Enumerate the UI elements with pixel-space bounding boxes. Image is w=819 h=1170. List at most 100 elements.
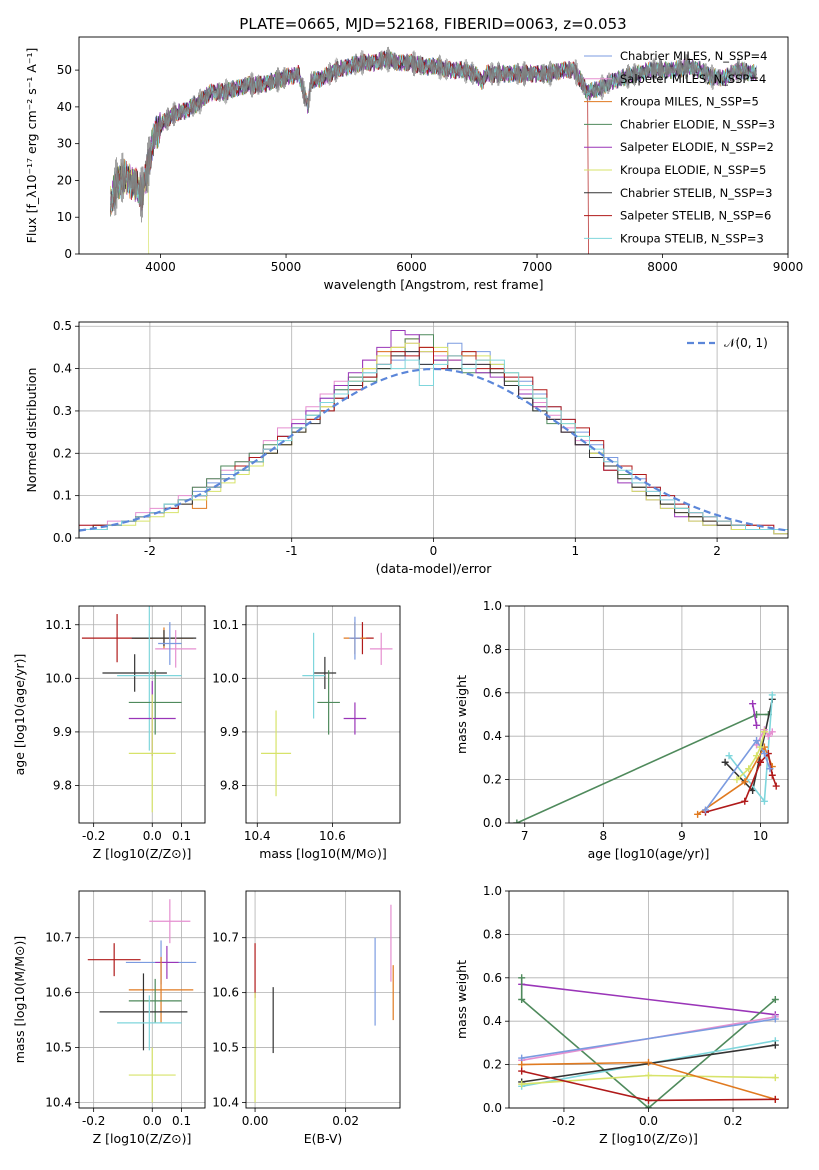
plus-marker — [645, 1071, 652, 1079]
plus-marker — [771, 996, 779, 1003]
x-tick-label: 9 — [678, 829, 686, 843]
mass-weight-line — [724, 699, 774, 793]
data-point-errorbar — [317, 670, 340, 735]
y-tick-label: 40 — [57, 100, 72, 114]
x-tick-label: 0.1 — [172, 1114, 191, 1128]
data-point-errorbar — [87, 943, 141, 977]
observed-spectrum-line — [110, 46, 757, 223]
mass-vs-extinction-panel: 0.00 0.02 10.4 10.5 10.6 10.7 E(B-V) — [212, 890, 401, 1146]
plus-marker — [771, 1041, 779, 1049]
y-tick-label: 9.8 — [53, 778, 72, 792]
residual-histogram-panel: -2 -1 0 1 2 0.0 0.1 0.2 0.3 0.4 0.5 (data-model)/er… — [24, 319, 789, 576]
plus-marker — [753, 752, 761, 760]
mass-weight-line — [755, 728, 773, 746]
plus-marker — [645, 1096, 652, 1104]
y-tick-label: 0.3 — [53, 404, 72, 418]
x-axis-label: Z [log10(Z/Z⊙)] — [93, 846, 192, 861]
plus-marker — [753, 737, 761, 745]
y-tick-label: 10.1 — [212, 618, 239, 632]
x-tick-label: 0.02 — [332, 1114, 359, 1128]
y-axis-label: age [log10(age/yr)] — [12, 654, 27, 776]
plus-marker — [518, 974, 526, 982]
x-tick-label: 1 — [571, 544, 579, 558]
y-tick-label: 10.0 — [45, 671, 72, 685]
y-tick-label: 0.6 — [483, 686, 502, 700]
data-point-errorbar — [313, 656, 337, 690]
plot-frame — [78, 890, 206, 1109]
mass-weight-line — [521, 983, 776, 1016]
plus-marker — [518, 1080, 526, 1088]
x-tick-label: 8 — [599, 829, 607, 843]
plus-marker — [741, 778, 749, 786]
data-point-errorbar — [369, 632, 393, 665]
plus-marker — [756, 743, 764, 751]
y-axis-label: mass [log10(M/M⊙)] — [12, 936, 27, 1064]
data-point-errorbar — [128, 670, 182, 735]
y-tick-label: 30 — [57, 137, 72, 151]
mass-weight-vs-age-panel: 7 8 9 10 0.0 0.2 0.4 0.6 0.8 1.0 age [log10(age/yr… — [454, 599, 789, 861]
x-tick-label: 0.0 — [143, 829, 162, 843]
plus-marker — [771, 1015, 779, 1023]
x-tick-label: -1 — [286, 544, 298, 558]
y-tick-label: 0.0 — [483, 1101, 502, 1115]
data-point-errorbar — [158, 622, 182, 665]
x-axis-label: age [log10(age/yr)] — [588, 846, 710, 861]
y-tick-label: 10.7 — [212, 931, 239, 945]
normal-distribution-curve — [79, 367, 788, 532]
y-tick-label: 0.8 — [483, 927, 502, 941]
mass-vs-metallicity-panel: -0.2 0.0 0.1 10.4 10.5 10.6 10.7 Z [log10(Z/Z⊙)… — [12, 890, 206, 1146]
plus-marker — [760, 750, 768, 758]
plus-marker — [764, 732, 772, 740]
plus-marker — [760, 728, 768, 736]
data-point-errorbar — [149, 899, 191, 944]
mass-weight-vs-metallicity-panel: -0.2 0.0 0.2 0.0 0.2 0.4 0.6 0.8 1.0 Z [log10(Z/Z… — [454, 884, 789, 1146]
data-point-errorbar — [117, 995, 182, 1051]
y-tick-label: 0.2 — [483, 773, 502, 787]
x-tick-label: 2 — [713, 544, 721, 558]
plus-marker — [753, 721, 761, 729]
plus-marker — [518, 1061, 526, 1069]
histogram-step-line — [79, 355, 788, 538]
y-tick-label: 10.4 — [212, 1096, 239, 1110]
plus-marker — [701, 806, 709, 814]
plot-frame — [245, 605, 401, 824]
x-tick-label: 5000 — [271, 260, 302, 274]
data-point-errorbar — [128, 978, 182, 1023]
x-tick-label: 0.0 — [143, 1114, 162, 1128]
x-tick-label: 9000 — [773, 260, 804, 274]
legend-label: Salpeter STELIB, N_SSP=6 — [620, 209, 771, 223]
spectrum-panel: 4000 5000 6000 7000 8000 9000 0 10 20 30 40 50 wavel… — [24, 36, 804, 292]
y-tick-label: 0.0 — [483, 816, 502, 830]
y-tick-label: 0.4 — [53, 362, 72, 376]
x-axis-label: (data-model)/error — [376, 561, 493, 576]
x-tick-label: 0.00 — [242, 1114, 269, 1128]
x-axis-label: wavelength [Angstrom, rest frame] — [323, 277, 543, 292]
x-tick-label: 0 — [430, 544, 438, 558]
x-tick-label: -0.2 — [82, 1114, 105, 1128]
y-tick-label: 0 — [64, 247, 72, 261]
x-tick-label: -0.2 — [552, 1114, 575, 1128]
plus-marker — [694, 810, 702, 818]
y-tick-label: 0.2 — [483, 1058, 502, 1072]
x-axis-label: mass [log10(M/M⊙)] — [259, 846, 387, 861]
plus-marker — [766, 765, 774, 773]
data-point-errorbar — [128, 956, 194, 1023]
legend-label: Kroupa ELODIE, N_SSP=5 — [620, 163, 766, 177]
y-tick-label: 10.6 — [212, 986, 239, 1000]
y-tick-label: 0.5 — [53, 319, 72, 333]
y-tick-label: 0.4 — [483, 1014, 502, 1028]
data-point-errorbar — [128, 694, 176, 813]
x-tick-label: 4000 — [145, 260, 176, 274]
plus-marker — [771, 1074, 779, 1082]
plot-frame — [508, 890, 789, 1109]
x-tick-label: 0.0 — [639, 1114, 658, 1128]
y-axis-label: mass weight — [454, 960, 469, 1039]
y-tick-label: 10.6 — [45, 986, 72, 1000]
plot-frame — [78, 36, 789, 255]
legend-label: Kroupa MILES, N_SSP=5 — [620, 95, 759, 109]
age-vs-mass-panel: 10.4 10.6 9.8 9.9 10.0 10.1 mass [log10(M/M⊙)] — [212, 605, 401, 861]
plus-marker — [518, 1067, 526, 1075]
y-tick-label: 50 — [57, 63, 72, 77]
y-tick-label: 9.9 — [220, 725, 239, 739]
